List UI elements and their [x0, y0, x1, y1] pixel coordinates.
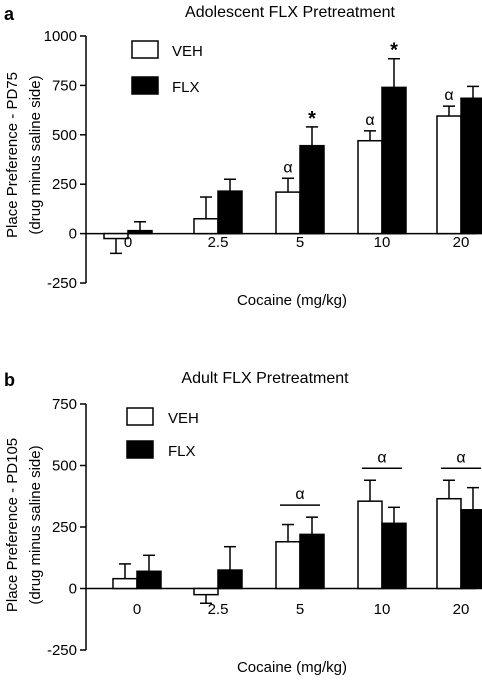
panel-b-legend-label-flx: FLX	[168, 443, 196, 460]
panel-b-y-tick-label-1: 0	[69, 581, 77, 598]
panel-a-bar-flx-2	[299, 144, 325, 235]
panel-b-legend-swatch-flx	[126, 440, 154, 459]
panel-b-bar-flx-1	[217, 569, 243, 590]
panel-a-legend-label-veh: VEH	[172, 43, 203, 60]
panel-b-bar-flx-0	[136, 570, 162, 590]
panel-a-x-title: Cocaine (mg/kg)	[237, 292, 347, 309]
panel-b-bar-flx-2	[299, 533, 325, 590]
panel-a-bar-flx-4	[460, 97, 482, 235]
panel-b-x-title: Cocaine (mg/kg)	[237, 659, 347, 676]
panel-a-x-tick-label-1: 2.5	[208, 234, 229, 251]
panel-b-title: Adult FLX Pretreatment	[181, 370, 349, 387]
panel-a-x-tick-label-0: 0	[124, 234, 132, 251]
panel-b-bar-veh-3	[357, 500, 383, 590]
panel-a-annotation-4: *	[390, 40, 398, 62]
panel-b-bar-veh-4	[436, 497, 462, 590]
panel-a-annotation-3: *	[308, 108, 316, 130]
panel-a-title: Adolescent FLX Pretreatment	[185, 4, 395, 21]
panel-b-bar-veh-2	[275, 541, 301, 590]
panel-a-y-title-1: Place Preference - PD75	[4, 72, 21, 238]
panel-b-y-tick-label-0: -250	[47, 642, 77, 659]
panel-a-x-tick-label-2: 5	[296, 234, 304, 251]
panel-a-y-tick-label-5: 1000	[44, 28, 77, 45]
panel-a-bar-veh-3	[357, 139, 383, 235]
panel-a-bar-veh-2	[275, 191, 301, 235]
panel-b-x-tick-label-0: 0	[133, 601, 141, 618]
panel-a-y-tick-label-2: 250	[52, 176, 77, 193]
panel-a-legend-swatch-flx	[131, 76, 159, 95]
panel-a-y-title-2: (drug minus saline side)	[27, 75, 44, 234]
panel-a-annotation-0: α	[283, 159, 292, 176]
panel-a-bar-veh-4	[436, 115, 462, 235]
panel-b-y-tick-label-4: 750	[52, 396, 77, 413]
panel-a-bar-flx-1	[217, 190, 243, 235]
panel-b-x-tick-label-1: 2.5	[208, 601, 229, 618]
panel-b-x-tick-label-4: 20	[453, 601, 470, 618]
panel-b-bar-flx-3	[381, 522, 407, 590]
panel-b-bar-veh-0	[112, 577, 138, 590]
panel-b-legend-swatch-veh	[126, 407, 154, 426]
panel-a-annotation-2: α	[444, 87, 453, 104]
panel-a-annotation-1: α	[365, 112, 374, 129]
panel-b-y-tick-label-2: 250	[52, 519, 77, 536]
panel-a-y-tick-label-1: 0	[69, 226, 77, 243]
panel-a-y-tick-label-3: 500	[52, 127, 77, 144]
panel-b-bar-veh-1	[193, 587, 219, 596]
panel-a-letter: a	[4, 4, 15, 24]
panel-b-legend-label-veh: VEH	[168, 410, 199, 427]
panel-b-x-tick-label-2: 5	[296, 601, 304, 618]
panel-b-annotation-0: α	[295, 486, 304, 503]
panel-b-y-title-2: (drug minus saline side)	[27, 445, 44, 604]
panel-b-x-tick-label-3: 10	[374, 601, 391, 618]
panel-b-annotation-2: α	[456, 449, 465, 466]
panel-b-annotation-1: α	[377, 449, 386, 466]
panel-a-x-tick-label-3: 10	[374, 234, 391, 251]
panel-a-x-tick-label-4: 20	[453, 234, 470, 251]
panel-a-legend-swatch-veh	[131, 40, 159, 59]
panel-a-legend-label-flx: FLX	[172, 79, 200, 96]
panel-b-y-tick-label-3: 500	[52, 458, 77, 475]
panel-a-y-tick-label-0: -250	[47, 275, 77, 292]
panel-b-letter: b	[4, 370, 15, 390]
panel-b-y-title-1: Place Preference - PD105	[4, 438, 21, 612]
panel-a-bar-flx-3	[381, 86, 407, 235]
panel-b-bar-flx-4	[460, 509, 482, 590]
panel-a-bar-veh-1	[193, 218, 219, 235]
panel-a-y-tick-label-4: 750	[52, 77, 77, 94]
